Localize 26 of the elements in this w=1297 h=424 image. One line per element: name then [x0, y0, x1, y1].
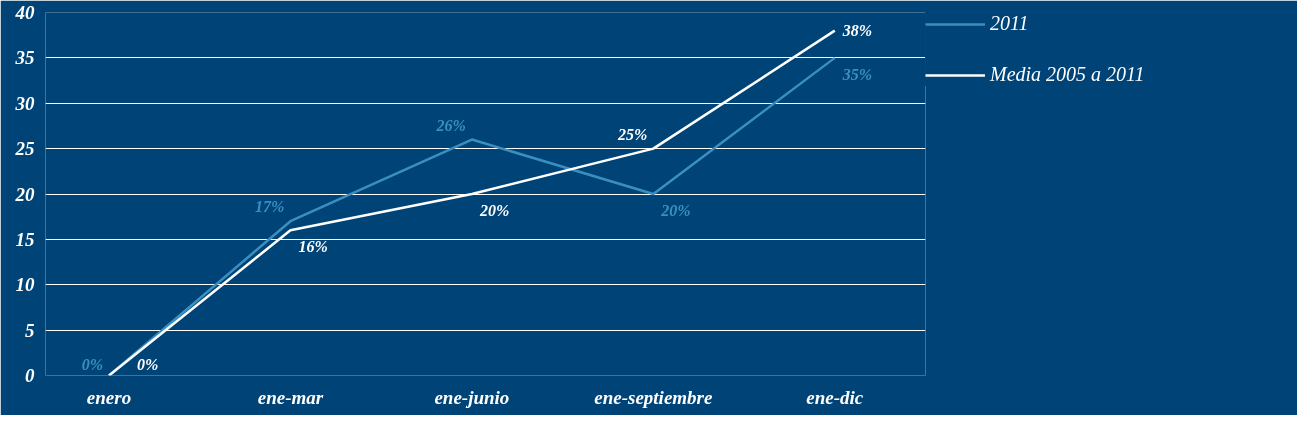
data-label: 0%	[81, 355, 104, 373]
y-tick-label: 25	[14, 138, 35, 160]
data-label: 38%	[841, 22, 873, 40]
data-label: 20%	[478, 202, 510, 219]
data-label: 25%	[617, 125, 648, 143]
x-tick-label: ene-septiembre	[594, 386, 713, 408]
data-label: 16%	[298, 238, 328, 256]
y-tick-label: 15	[15, 228, 35, 250]
x-tick-label: enero	[86, 386, 132, 408]
x-tick-label: ene-dic	[806, 386, 864, 408]
data-label: 35%	[841, 65, 873, 83]
y-tick-label: 20	[14, 183, 35, 205]
data-label: 26%	[435, 116, 466, 134]
y-tick-label: 10	[15, 274, 35, 296]
legend-label: 2011	[990, 12, 1029, 35]
x-tick-label: ene-mar	[257, 386, 324, 408]
y-tick-label: 5	[25, 319, 35, 341]
data-label: 20%	[660, 202, 691, 219]
y-tick-label: 40	[14, 2, 35, 23]
y-tick-label: 0	[25, 365, 35, 386]
y-tick-label: 30	[14, 92, 35, 114]
data-label: 17%	[255, 198, 285, 216]
x-tick-label: ene-junio	[434, 386, 510, 408]
data-label: 0%	[137, 355, 159, 373]
y-tick-label: 35	[14, 47, 35, 69]
legend-label: Media 2005 a 2011	[990, 63, 1145, 86]
